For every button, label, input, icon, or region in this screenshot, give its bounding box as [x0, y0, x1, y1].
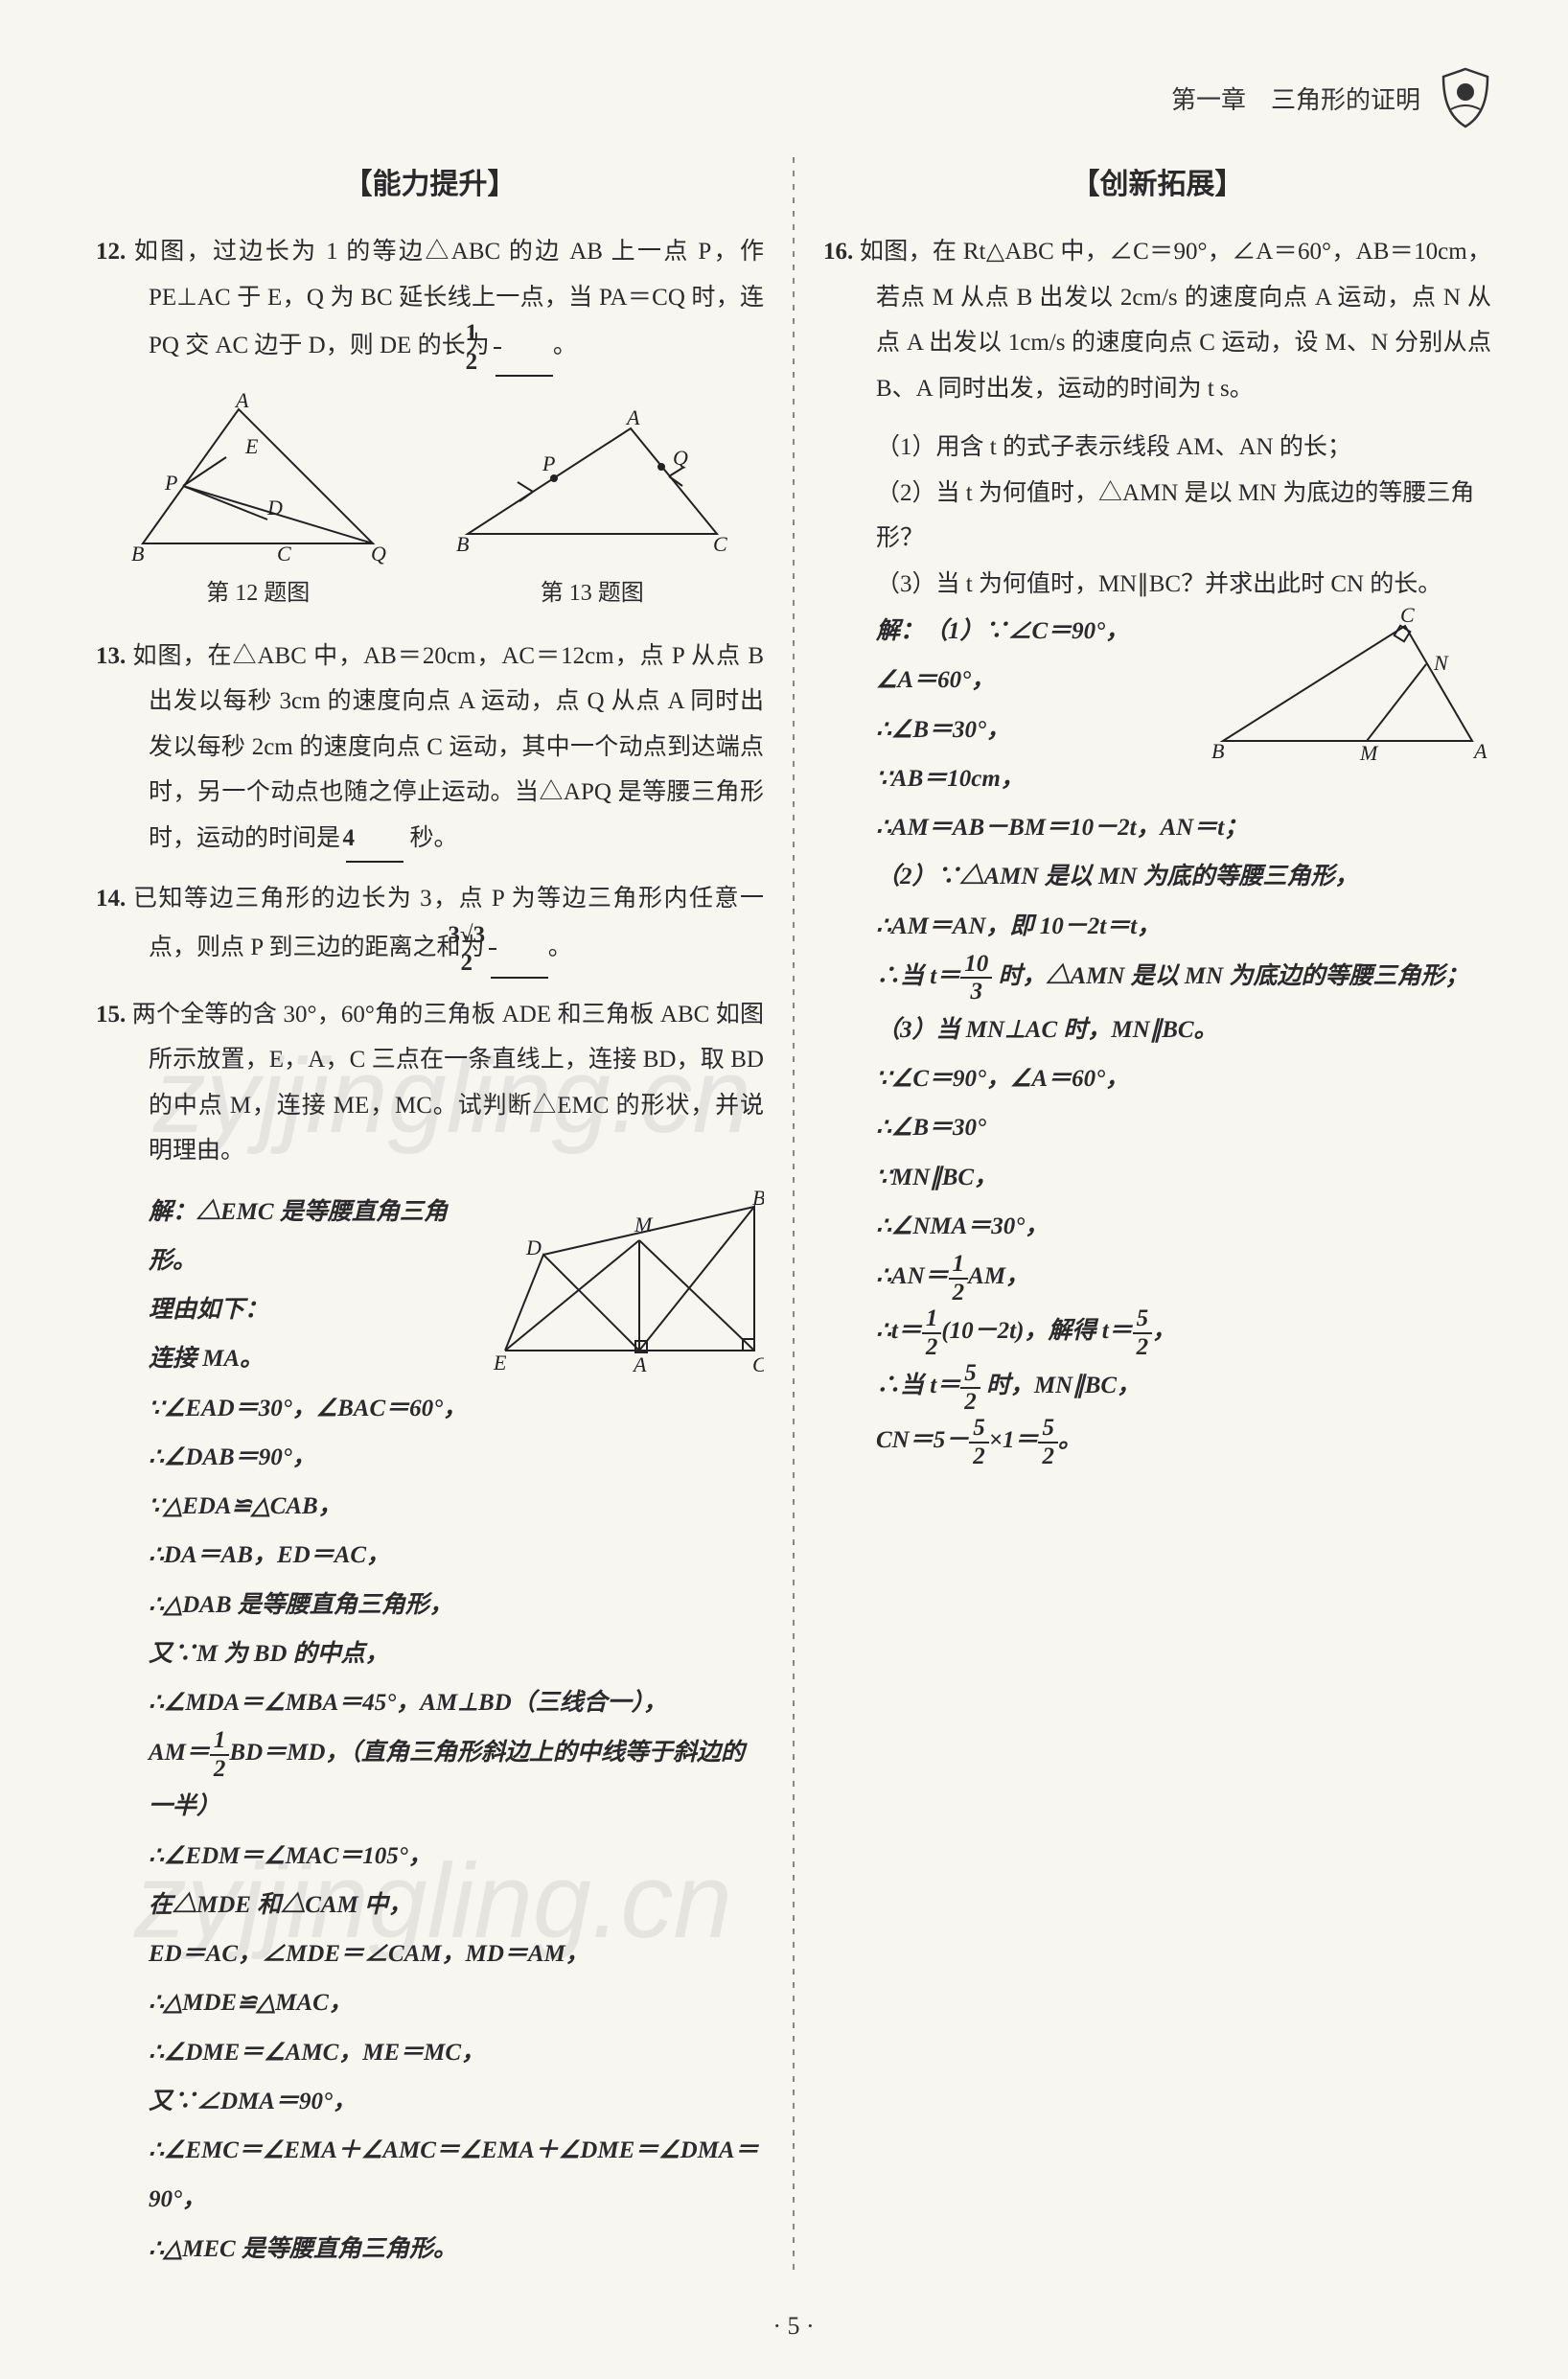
sol-line: （3）当 MN⊥AC 时，MN∥BC。 [876, 1005, 1491, 1054]
right-column: 【创新拓展】 16. 如图，在 Rt△ABC 中，∠C＝90°，∠A＝60°，A… [795, 157, 1491, 2274]
sol-line: ∴当 t＝103 时，△AMN 是以 MN 为底边的等腰三角形； [876, 951, 1491, 1005]
svg-text:C: C [1400, 607, 1415, 627]
answer-blank: 3√32 [491, 922, 548, 979]
problem-15: 15. 两个全等的含 30°，60°角的三角板 ADE 和三角板 ABC 如图所… [96, 992, 764, 1174]
sol-line: ∵∠C＝90°，∠A＝60°， [876, 1054, 1491, 1103]
svg-text:B: B [456, 532, 469, 556]
svg-text:B: B [131, 542, 144, 566]
sol-line: ∴∠NMA＝30°， [876, 1202, 1491, 1251]
sol-line: CN＝5－52×1＝52。 [876, 1415, 1491, 1469]
svg-text:A: A [234, 390, 249, 412]
page-header: 第一章 三角形的证明 [96, 67, 1491, 128]
svg-text:C: C [277, 542, 291, 566]
svg-text:B: B [752, 1188, 764, 1210]
svg-text:N: N [1433, 651, 1449, 675]
sol-line: ∴△DAB 是等腰直角三角形， [149, 1581, 764, 1629]
problem-12: 12. 如图，过边长为 1 的等边△ABC 的边 AB 上一点 P，作 PE⊥A… [96, 229, 764, 377]
problem-number: 13. [96, 643, 126, 669]
figure-16: C N B M A [1204, 607, 1491, 786]
svg-text:C: C [713, 532, 727, 556]
svg-text:C: C [752, 1352, 764, 1376]
sol-line: ∴△MEC 是等腰直角三角形。 [149, 2225, 764, 2274]
sol-line: ∴∠B＝30° [876, 1103, 1491, 1152]
sol-line: ∵△EDA≌△CAB， [149, 1482, 764, 1531]
unit: 秒。 [410, 825, 458, 851]
svg-text:P: P [542, 451, 555, 475]
svg-text:E: E [244, 434, 259, 458]
sol-line: ∴∠DME＝∠AMC，ME＝MC， [149, 2028, 764, 2077]
svg-text:A: A [625, 409, 640, 429]
answer-blank: 4 [346, 816, 404, 864]
sol-line: ∴∠EMC＝∠EMA＋∠AMC＝∠EMA＋∠DME＝∠DMA＝90°， [149, 2126, 764, 2225]
frac-num: 1 [494, 320, 501, 349]
figure-13: A P Q B C 第 13 题图 [449, 409, 736, 616]
answer-blank: 12 [496, 320, 553, 377]
sol-line: ∵MN∥BC， [876, 1153, 1491, 1202]
problem-16-q3: （3）当 t 为何值时，MN∥BC？并求出此时 CN 的长。 [823, 562, 1491, 608]
problem-number: 12. [96, 239, 126, 265]
problem-text: 如图，在 Rt△ABC 中，∠C＝90°，∠A＝60°，AB＝10cm，若点 M… [860, 239, 1491, 402]
figure-12: A E P D B C Q 第 12 题图 [124, 390, 392, 616]
problem-16: 16. 如图，在 Rt△ABC 中，∠C＝90°，∠A＝60°，AB＝10cm，… [823, 229, 1491, 411]
problem-text: 如图，在△ABC 中，AB＝20cm，AC＝12cm，点 P 从点 B 出发以每… [133, 643, 765, 851]
problem-number: 16. [823, 239, 853, 265]
sol-line: 在△MDE 和△CAM 中， [149, 1881, 764, 1929]
problem-16-q1: （1）用含 t 的式子表示线段 AM、AN 的长； [823, 425, 1491, 471]
problem-text: 两个全等的含 30°，60°角的三角板 ADE 和三角板 ABC 如图所示放置，… [132, 1002, 764, 1165]
sol-line: ∴当 t＝52 时，MN∥BC， [876, 1360, 1491, 1415]
sol-line: ∴AM＝AN，即 10－2t＝t， [876, 902, 1491, 951]
left-column: 【能力提升】 12. 如图，过边长为 1 的等边△ABC 的边 AB 上一点 P… [96, 157, 793, 2274]
problem-number: 14. [96, 886, 126, 912]
sol-line: ∴AN＝12AM， [876, 1251, 1491, 1305]
svg-text:D: D [525, 1236, 542, 1259]
section-heading-left: 【能力提升】 [96, 157, 764, 212]
shield-logo-icon [1440, 67, 1491, 128]
frac-den: 2 [494, 349, 501, 376]
svg-text:M: M [1359, 741, 1379, 765]
svg-text:A: A [1472, 739, 1487, 763]
sol-line: ∴AM＝AB－BM＝10－2t，AN＝t； [876, 803, 1491, 852]
problem-text: 如图，过边长为 1 的等边△ABC 的边 AB 上一点 P，作 PE⊥AC 于 … [134, 239, 764, 358]
problem-number: 15. [96, 1002, 126, 1028]
problem-16-q2: （2）当 t 为何值时，△AMN 是以 MN 为底边的等腰三角形？ [823, 471, 1491, 562]
sol-line: AM＝12BD＝MD，（直角三角形斜边上的中线等于斜边的一半） [149, 1727, 764, 1831]
figure-15: B M D E A C [486, 1188, 764, 1396]
svg-text:D: D [266, 496, 283, 520]
svg-text:Q: Q [371, 542, 386, 566]
problem-13: 13. 如图，在△ABC 中，AB＝20cm，AC＝12cm，点 P 从点 B … [96, 634, 764, 864]
sol-line: ∴∠DAB＝90°， [149, 1433, 764, 1482]
chapter-title: 第一章 三角形的证明 [1171, 81, 1420, 116]
frac-den: 2 [489, 950, 496, 977]
sol-line: ED＝AC，∠MDE＝∠CAM，MD＝AM， [149, 1929, 764, 1978]
sol-line: （2）∵△AMN 是以 MN 为底的等腰三角形， [876, 852, 1491, 901]
svg-text:Q: Q [673, 446, 688, 470]
sol-line: 又∵∠DMA＝90°， [149, 2077, 764, 2126]
page-number: · 5 · [96, 2312, 1491, 2341]
sol-line: ∴△MDE≌△MAC， [149, 1978, 764, 2027]
svg-text:P: P [164, 471, 177, 495]
problem-14: 14. 已知等边三角形的边长为 3，点 P 为等边三角形内任意一点，则点 P 到… [96, 876, 764, 979]
figure-row-12-13: A E P D B C Q 第 12 题图 [96, 390, 764, 616]
sol-line: ∴∠EDM＝∠MAC＝105°， [149, 1832, 764, 1881]
svg-text:A: A [632, 1352, 647, 1376]
svg-text:M: M [634, 1213, 654, 1236]
svg-text:E: E [493, 1351, 507, 1374]
svg-text:B: B [1211, 739, 1224, 763]
frac-num: 3√3 [489, 922, 496, 951]
sol-line: ∴t＝12(10－2t)，解得 t＝52， [876, 1305, 1491, 1360]
sol-line: ∴∠MDA＝∠MBA＝45°，AM⊥BD（三线合一）， [149, 1678, 764, 1727]
figure-caption: 第 12 题图 [124, 572, 392, 616]
figure-caption: 第 13 题图 [449, 572, 736, 616]
section-heading-right: 【创新拓展】 [823, 157, 1491, 212]
sol-line: ∴DA＝AB，ED＝AC， [149, 1531, 764, 1580]
sol-line: 又∵M 为 BD 的中点， [149, 1629, 764, 1678]
